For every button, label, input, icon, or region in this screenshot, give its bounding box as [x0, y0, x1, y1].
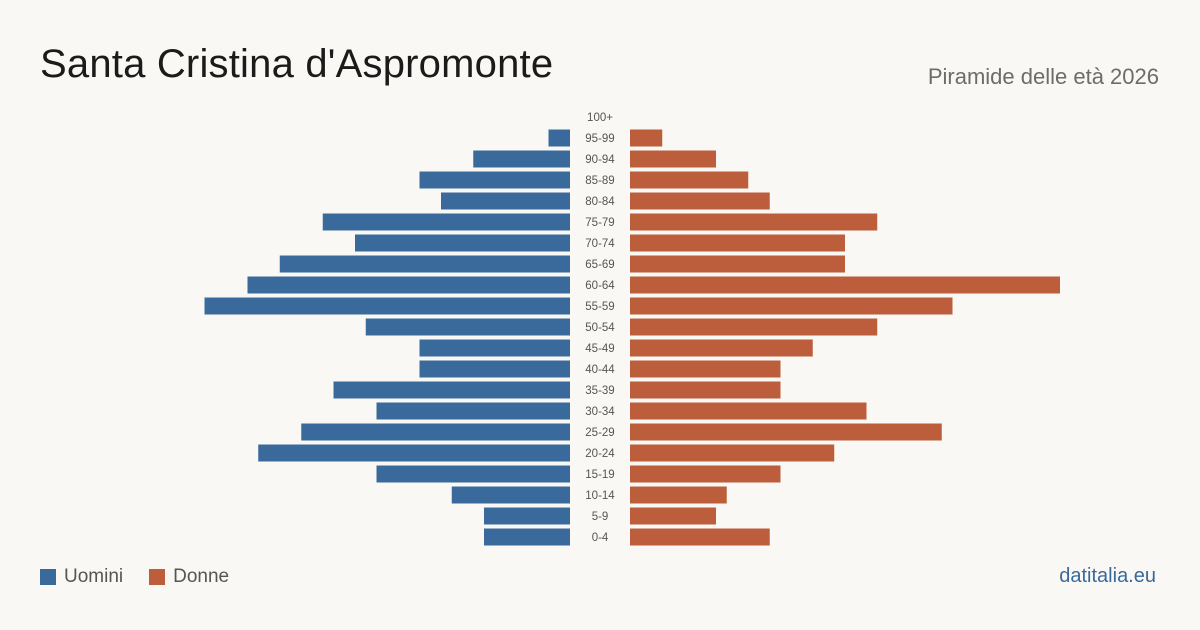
- age-label: 0-4: [592, 532, 609, 544]
- age-label: 95-99: [585, 133, 614, 145]
- age-label: 85-89: [585, 175, 614, 187]
- chart-subtitle: Piramide delle età 2026: [927, 64, 1159, 89]
- legend: Uomini Donne: [40, 566, 255, 588]
- bar-female: [630, 507, 716, 525]
- bar-male: [419, 171, 570, 189]
- bar-male: [441, 192, 570, 210]
- bar-male: [279, 255, 570, 273]
- bar-male: [473, 150, 570, 168]
- bar-female: [630, 150, 716, 168]
- age-label: 60-64: [585, 280, 615, 292]
- bar-female: [630, 339, 813, 357]
- age-label: 5-9: [592, 511, 609, 523]
- bar-male: [365, 318, 570, 336]
- age-label: 45-49: [585, 343, 614, 355]
- bar-female: [630, 129, 663, 147]
- bar-female: [630, 465, 781, 483]
- bar-male: [484, 507, 570, 525]
- age-label: 50-54: [585, 322, 615, 334]
- bar-female: [630, 486, 727, 504]
- age-label: 30-34: [585, 406, 615, 418]
- bar-male: [376, 402, 570, 420]
- legend-item-male: Uomini: [40, 566, 123, 588]
- bar-female: [630, 234, 845, 252]
- age-label: 25-29: [585, 427, 614, 439]
- bar-female: [630, 444, 835, 462]
- bar-male: [376, 465, 570, 483]
- bar-male: [322, 213, 570, 231]
- bar-male: [419, 360, 570, 378]
- age-label: 40-44: [585, 364, 615, 376]
- bar-female: [630, 423, 942, 441]
- bar-male: [301, 423, 570, 441]
- age-label: 100+: [587, 112, 613, 124]
- bar-male: [548, 129, 570, 147]
- age-label: 35-39: [585, 385, 614, 397]
- age-label: 55-59: [585, 301, 614, 313]
- bar-female: [630, 213, 878, 231]
- bar-male: [204, 297, 570, 315]
- bar-male: [451, 486, 570, 504]
- bar-female: [630, 402, 867, 420]
- bar-female: [630, 297, 953, 315]
- bar-male: [247, 276, 570, 294]
- bar-male: [333, 381, 570, 399]
- legend-swatch-male: [40, 569, 56, 585]
- bar-female: [630, 255, 845, 273]
- legend-item-female: Donne: [149, 566, 229, 588]
- bar-female: [630, 171, 749, 189]
- bar-male: [258, 444, 570, 462]
- brand-link[interactable]: datitalia.eu: [1059, 565, 1156, 587]
- bar-female: [630, 381, 781, 399]
- age-label: 10-14: [585, 490, 615, 502]
- age-label: 20-24: [585, 448, 615, 460]
- age-label: 15-19: [585, 469, 614, 481]
- bar-female: [630, 360, 781, 378]
- age-label: 70-74: [585, 238, 615, 250]
- legend-label-female: Donne: [173, 566, 230, 587]
- bar-female: [630, 276, 1060, 294]
- bar-male: [484, 528, 570, 546]
- age-label: 80-84: [585, 196, 615, 208]
- bar-female: [630, 192, 770, 210]
- bar-male: [355, 234, 570, 252]
- age-label: 90-94: [585, 154, 615, 166]
- legend-label-male: Uomini: [64, 566, 124, 587]
- bar-male: [419, 339, 570, 357]
- legend-swatch-female: [149, 569, 166, 585]
- bar-female: [630, 528, 770, 546]
- page-title: Santa Cristina d'Aspromonte: [40, 42, 554, 86]
- age-label: 65-69: [585, 259, 614, 271]
- age-label: 75-79: [585, 217, 614, 229]
- bar-female: [630, 318, 878, 336]
